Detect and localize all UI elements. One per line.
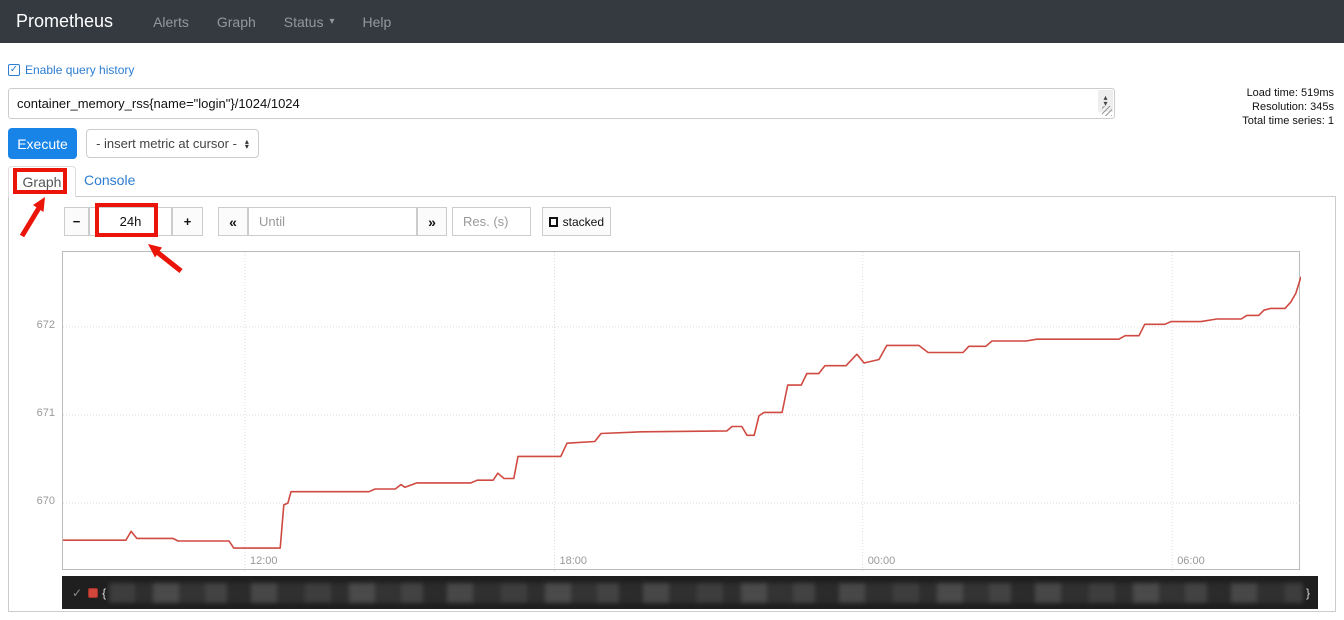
chart-plot-area[interactable]: 12:00 18:00 00:00 06:00 [62, 251, 1301, 571]
nav-alerts[interactable]: Alerts [153, 13, 189, 30]
stat-resolution: Resolution: 345s [1252, 101, 1334, 113]
until-input[interactable] [248, 207, 417, 236]
y-tick-672: 672 [36, 319, 55, 331]
legend-redacted-text [109, 582, 1303, 603]
caret-up-icon: ▴ [244, 136, 249, 146]
stacked-toggle-button[interactable]: stacked [542, 207, 611, 236]
insert-metric-dropdown[interactable]: - insert metric at cursor - ▴ ▾ [86, 129, 259, 158]
tab-graph[interactable]: Graph [8, 166, 76, 197]
insert-metric-label: - insert metric at cursor - [96, 136, 237, 151]
scroll-down-icon: ▾ [1103, 99, 1108, 108]
tab-console[interactable]: Console [84, 172, 136, 188]
chevron-down-icon: ▾ [329, 15, 335, 27]
brand-link[interactable]: Prometheus [16, 11, 114, 31]
range-increase-button[interactable]: + [172, 207, 203, 236]
execute-button[interactable]: Execute [8, 128, 77, 159]
resize-grip-icon[interactable] [1102, 106, 1112, 116]
svg-text:00:00: 00:00 [868, 555, 896, 567]
updown-caret-icon: ▴ ▾ [244, 136, 249, 151]
time-forward-button[interactable]: » [417, 207, 447, 236]
legend-open-brace: { [102, 585, 107, 600]
stat-load-time: Load time: 519ms [1246, 87, 1334, 99]
resolution-input[interactable] [452, 207, 531, 236]
chart-svg[interactable]: 12:00 18:00 00:00 06:00 [63, 252, 1301, 571]
stacked-label: stacked [562, 214, 604, 229]
nav-status-dropdown[interactable]: Status ▾ [270, 14, 349, 30]
nav-status-label: Status [283, 13, 324, 30]
stat-total-series: Total time series: 1 [1242, 115, 1334, 127]
check-square-icon: ✓ [8, 64, 20, 76]
svg-text:18:00: 18:00 [560, 555, 588, 567]
nav-graph[interactable]: Graph [216, 13, 256, 30]
caret-down-icon: ▾ [244, 141, 249, 151]
enable-query-history-link[interactable]: ✓ Enable query history [8, 63, 134, 77]
range-decrease-button[interactable]: − [64, 207, 89, 236]
y-tick-671: 671 [36, 407, 55, 419]
series-swatch-icon [88, 587, 99, 598]
navbar: Prometheus Alerts Graph Status ▾ Help [0, 0, 1344, 43]
nav-help[interactable]: Help [362, 13, 392, 30]
query-stats: Load time: 519ms Resolution: 345s Total … [1242, 86, 1334, 128]
legend-check-icon[interactable]: ✓ [72, 585, 83, 600]
legend-close-brace: } [1305, 585, 1310, 600]
checkbox-unchecked-icon [549, 216, 558, 227]
svg-text:06:00: 06:00 [1177, 555, 1205, 567]
duration-input[interactable] [89, 207, 172, 236]
query-expression-input[interactable] [9, 89, 1114, 118]
time-back-button[interactable]: « [218, 207, 248, 236]
scroll-up-icon: ▴ [1103, 93, 1108, 102]
y-tick-670: 670 [36, 495, 55, 507]
query-expression-wrap: ▴ ▾ [8, 88, 1115, 119]
svg-text:12:00: 12:00 [250, 555, 278, 567]
legend-item[interactable]: ✓ { } [62, 576, 1318, 609]
enable-query-history-label: Enable query history [25, 63, 135, 77]
